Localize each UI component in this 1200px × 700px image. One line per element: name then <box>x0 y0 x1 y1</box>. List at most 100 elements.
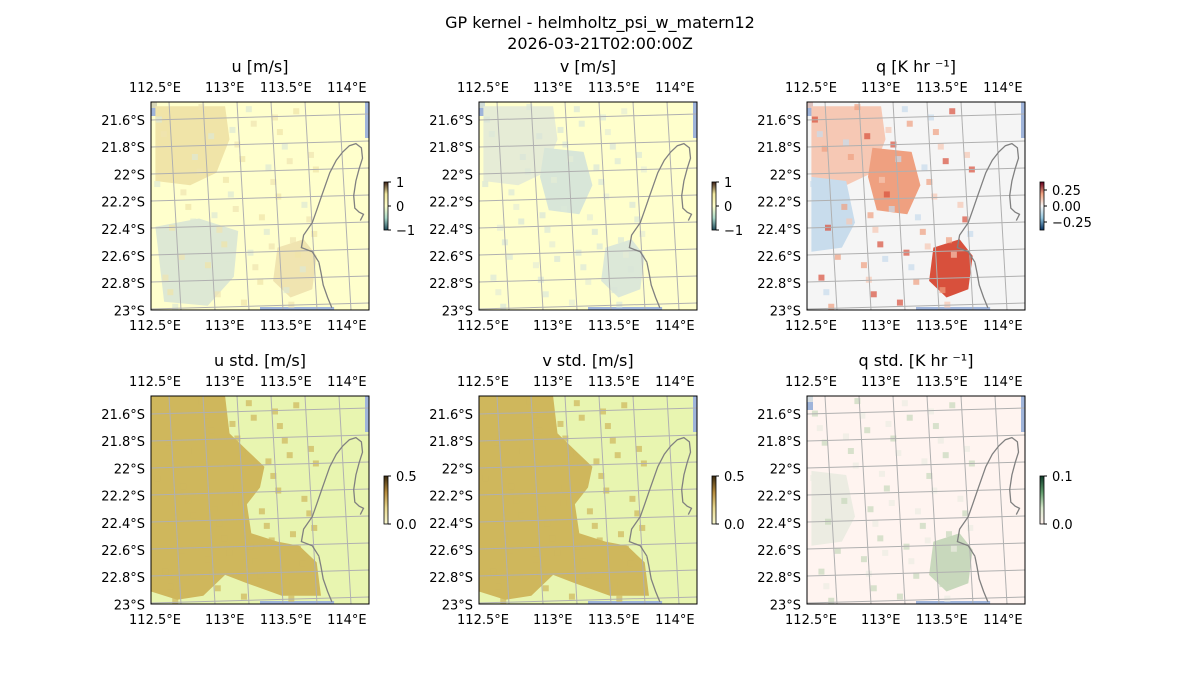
data-cell <box>271 114 278 121</box>
data-cell <box>568 299 575 306</box>
data-cell <box>629 495 636 502</box>
ocean-patch <box>807 396 813 410</box>
x-tick-label-bottom: 113.5°E <box>916 319 968 334</box>
data-cell <box>867 212 874 219</box>
panel-v-frame <box>478 101 698 311</box>
data-cell <box>526 398 533 405</box>
data-cell <box>639 524 646 531</box>
data-cell <box>488 131 495 138</box>
panel-u-title: u [m/s] <box>231 57 288 76</box>
y-tick-label: 22.4°S <box>429 517 473 532</box>
data-cell <box>555 485 562 492</box>
data-cell <box>229 126 236 133</box>
gridline-lon <box>666 102 680 310</box>
data-cell <box>198 398 205 405</box>
data-cell <box>828 303 835 310</box>
x-tick-label-bottom: 113.5°E <box>260 319 312 334</box>
data-cell <box>834 547 841 554</box>
panel-q-std: q std. [K hr ⁻¹] 112.5°E 112.5°E 113°E 113°E… <box>757 351 1073 628</box>
data-cell <box>852 168 859 175</box>
data-cell <box>846 512 853 519</box>
x-tick-label-bottom: 113.5°E <box>588 613 640 628</box>
y-tick-label: 22.8°S <box>101 571 145 586</box>
data-cell <box>239 450 246 457</box>
gridline-lat <box>151 461 369 469</box>
x-tick-label-bottom: 114°E <box>327 319 367 334</box>
data-cell <box>567 156 574 163</box>
gridline-lat <box>807 434 1025 442</box>
data-cell <box>919 522 926 529</box>
panel-q-std-frame <box>806 395 1026 605</box>
data-cell <box>160 131 167 138</box>
colorbar-tick-label: 0.0 <box>724 518 745 533</box>
data-cell <box>216 520 223 527</box>
data-cell <box>276 129 283 136</box>
data-cell <box>495 583 502 590</box>
gridline-lon <box>373 396 385 604</box>
gridline-lat <box>807 113 1025 121</box>
gridline-lon <box>270 102 284 310</box>
data-cell <box>508 483 515 490</box>
y-tick-label: 22°S <box>442 462 473 477</box>
data-cell <box>568 593 575 600</box>
gridline-lon <box>926 396 940 604</box>
gridline-lat <box>151 569 369 577</box>
data-cell <box>939 287 946 294</box>
panel-u-std-map <box>151 396 385 604</box>
x-tick-label-top: 113.5°E <box>260 375 312 390</box>
data-cell <box>221 241 228 248</box>
data-cell <box>878 470 885 477</box>
coastline <box>956 142 1021 263</box>
data-cell <box>877 535 884 542</box>
colorbar-tick-label: 0.0 <box>1052 518 1073 533</box>
panel-v-std-title: v std. [m/s] <box>542 351 633 370</box>
coastline <box>974 556 989 603</box>
panel-u: u [m/s]112.5°E112.5°E113°E113°E113.5°E11… <box>101 57 415 334</box>
data-cell <box>864 133 871 140</box>
data-cell <box>208 427 215 434</box>
panel-v-map <box>479 102 697 310</box>
data-cell <box>299 560 306 567</box>
data-cell <box>834 253 841 260</box>
data-cell <box>311 230 318 237</box>
data-cell <box>932 423 939 430</box>
gridline-lat <box>479 461 697 469</box>
data-cell <box>283 287 290 294</box>
gridline-lon <box>892 102 906 310</box>
data-cell <box>506 547 513 554</box>
data-cell <box>490 568 497 575</box>
colorbar-tick-label: 0 <box>396 200 404 215</box>
data-cell <box>872 520 879 527</box>
data-cell <box>967 524 974 531</box>
gridline-lat <box>479 167 697 175</box>
ocean-patch <box>693 102 697 138</box>
panel-q-colorbar <box>1039 181 1045 231</box>
data-cell <box>846 218 853 225</box>
ocean-patch <box>588 307 663 310</box>
data-cell <box>823 583 830 590</box>
data-cell <box>203 118 210 125</box>
data-cell <box>550 470 557 477</box>
data-cell <box>591 228 598 235</box>
data-cell <box>560 500 567 506</box>
data-cell <box>196 168 203 175</box>
gridline-lat <box>807 461 1025 469</box>
data-cell <box>924 243 931 250</box>
gridline-lat <box>151 140 369 148</box>
x-tick-label-bottom: 114°E <box>655 319 695 334</box>
data-cell <box>622 251 629 258</box>
panel-v-std: v std. [m/s] 112.5°E 112.5°E 113°E 113°E 113.… <box>429 351 745 628</box>
data-cell <box>609 437 616 444</box>
gridline-lon <box>564 102 578 310</box>
data-cell <box>921 458 928 465</box>
data-cell <box>888 500 895 506</box>
data-cell <box>482 475 489 482</box>
data-cell <box>896 299 903 306</box>
x-tick-label-top: 114°E <box>655 81 695 96</box>
y-tick-label: 23°S <box>770 304 801 319</box>
data-cell <box>232 206 239 212</box>
panel-q-std-map <box>807 396 1025 604</box>
data-cell <box>580 264 587 271</box>
gridline-lat <box>807 302 1025 310</box>
data-cell <box>627 560 634 567</box>
